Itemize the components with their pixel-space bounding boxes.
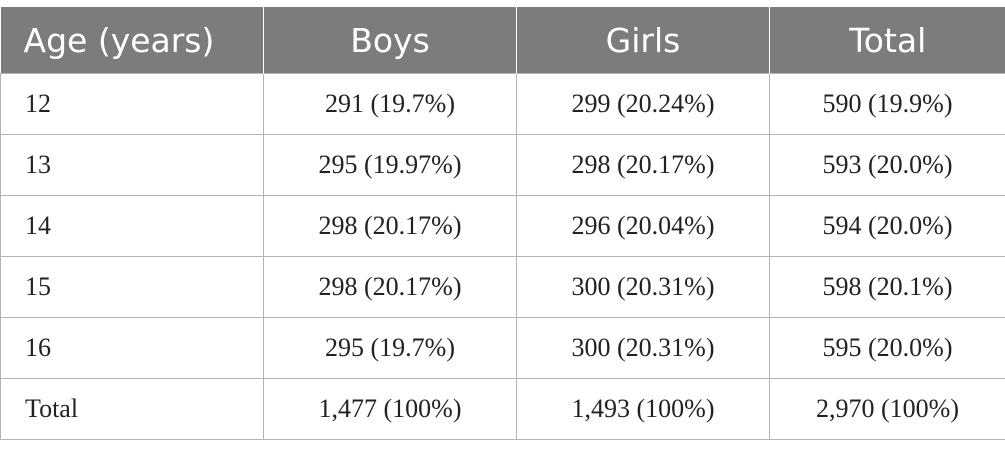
table-row: 13 295 (19.97%) 298 (20.17%) 593 (20.0%) bbox=[0, 134, 1005, 196]
cell-girls: 300 (20.31%) bbox=[516, 317, 770, 379]
cell-total: 593 (20.0%) bbox=[769, 134, 1005, 196]
header-age: Age (years) bbox=[0, 7, 264, 74]
cell-age: Total bbox=[0, 378, 264, 440]
cell-boys: 298 (20.17%) bbox=[263, 195, 517, 257]
table-row: 14 298 (20.17%) 296 (20.04%) 594 (20.0%) bbox=[0, 195, 1005, 257]
header-row: Age (years) Boys Girls Total bbox=[0, 7, 1005, 74]
cell-girls: 299 (20.24%) bbox=[516, 73, 770, 135]
header-girls: Girls bbox=[516, 7, 770, 74]
cell-total: 590 (19.9%) bbox=[769, 73, 1005, 135]
header-total: Total bbox=[769, 7, 1005, 74]
cell-boys: 298 (20.17%) bbox=[263, 256, 517, 318]
cell-age: 16 bbox=[0, 317, 264, 379]
cell-girls: 296 (20.04%) bbox=[516, 195, 770, 257]
cell-age: 13 bbox=[0, 134, 264, 196]
cell-boys: 291 (19.7%) bbox=[263, 73, 517, 135]
cell-total: 595 (20.0%) bbox=[769, 317, 1005, 379]
cell-total: 2,970 (100%) bbox=[769, 378, 1005, 440]
table-row: 16 295 (19.7%) 300 (20.31%) 595 (20.0%) bbox=[0, 317, 1005, 379]
table-row: 15 298 (20.17%) 300 (20.31%) 598 (20.1%) bbox=[0, 256, 1005, 318]
table-row-total: Total 1,477 (100%) 1,493 (100%) 2,970 (1… bbox=[0, 378, 1005, 440]
cell-boys: 295 (19.7%) bbox=[263, 317, 517, 379]
age-gender-table: Age (years) Boys Girls Total 12 291 (19.… bbox=[0, 7, 1005, 440]
cell-girls: 1,493 (100%) bbox=[516, 378, 770, 440]
cell-total: 594 (20.0%) bbox=[769, 195, 1005, 257]
cell-girls: 300 (20.31%) bbox=[516, 256, 770, 318]
cell-age: 14 bbox=[0, 195, 264, 257]
table-body: 12 291 (19.7%) 299 (20.24%) 590 (19.9%) … bbox=[0, 73, 1005, 440]
table-row: 12 291 (19.7%) 299 (20.24%) 590 (19.9%) bbox=[0, 73, 1005, 135]
cell-total: 598 (20.1%) bbox=[769, 256, 1005, 318]
cell-boys: 1,477 (100%) bbox=[263, 378, 517, 440]
header-boys: Boys bbox=[263, 7, 517, 74]
cell-age: 12 bbox=[0, 73, 264, 135]
cell-girls: 298 (20.17%) bbox=[516, 134, 770, 196]
table-header: Age (years) Boys Girls Total bbox=[0, 7, 1005, 74]
cell-age: 15 bbox=[0, 256, 264, 318]
cell-boys: 295 (19.97%) bbox=[263, 134, 517, 196]
